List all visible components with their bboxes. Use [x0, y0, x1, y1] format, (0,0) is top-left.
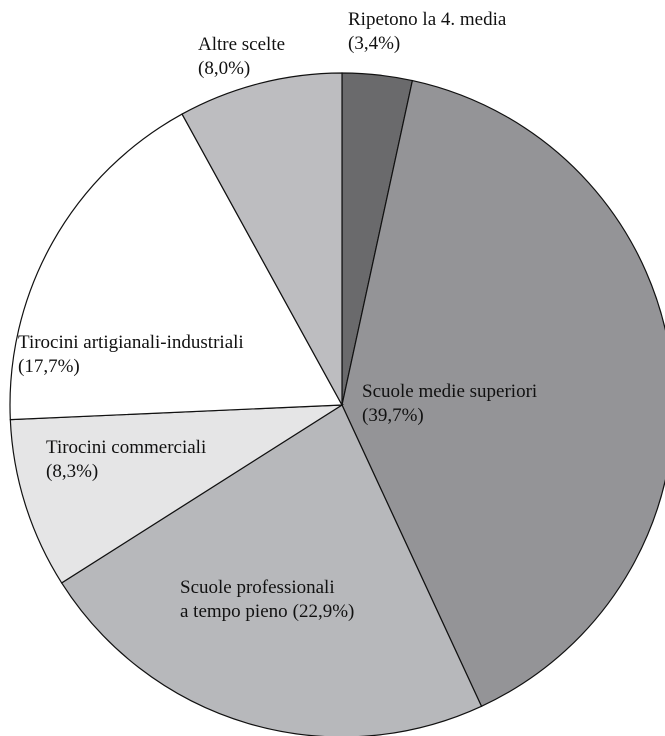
slice-label: Scuole medie superiori (39,7%) [362, 380, 537, 428]
category-label: Scuole medie superiori [362, 381, 538, 402]
value-label: (17,7%) [18, 356, 80, 377]
pie-slice [9, 113, 343, 421]
slice-label: Tirocini artigianali-industriali (17,7%) [18, 331, 244, 379]
value-label: (8,3%) [46, 461, 99, 482]
slice-label: Tirocini commerciali (8,3%) [46, 436, 206, 484]
pie-slice [60, 404, 483, 736]
category-label: Ripetono la 4. media [348, 9, 507, 30]
pie-slice [9, 404, 345, 584]
category-label: Tirocini artigianali-industriali [18, 332, 244, 353]
value-label: (22,9%) [292, 601, 355, 622]
slice-label: Ripetono la 4. media (3,4%) [348, 8, 506, 56]
slice-label: Scuole professionali a tempo pieno (22,9%… [180, 576, 354, 624]
value-label: (8,0%) [198, 58, 251, 79]
category-label: Scuole professionali a tempo pieno [180, 577, 335, 622]
value-label: (3,4%) [348, 33, 401, 54]
slice-label: Altre scelte (8,0%) [198, 33, 285, 81]
category-label: Altre scelte [198, 34, 286, 55]
value-label: (39,7%) [362, 405, 424, 426]
pie-slice [181, 72, 343, 406]
pie-slice [341, 79, 665, 708]
category-label: Tirocini commerciali [46, 437, 207, 458]
